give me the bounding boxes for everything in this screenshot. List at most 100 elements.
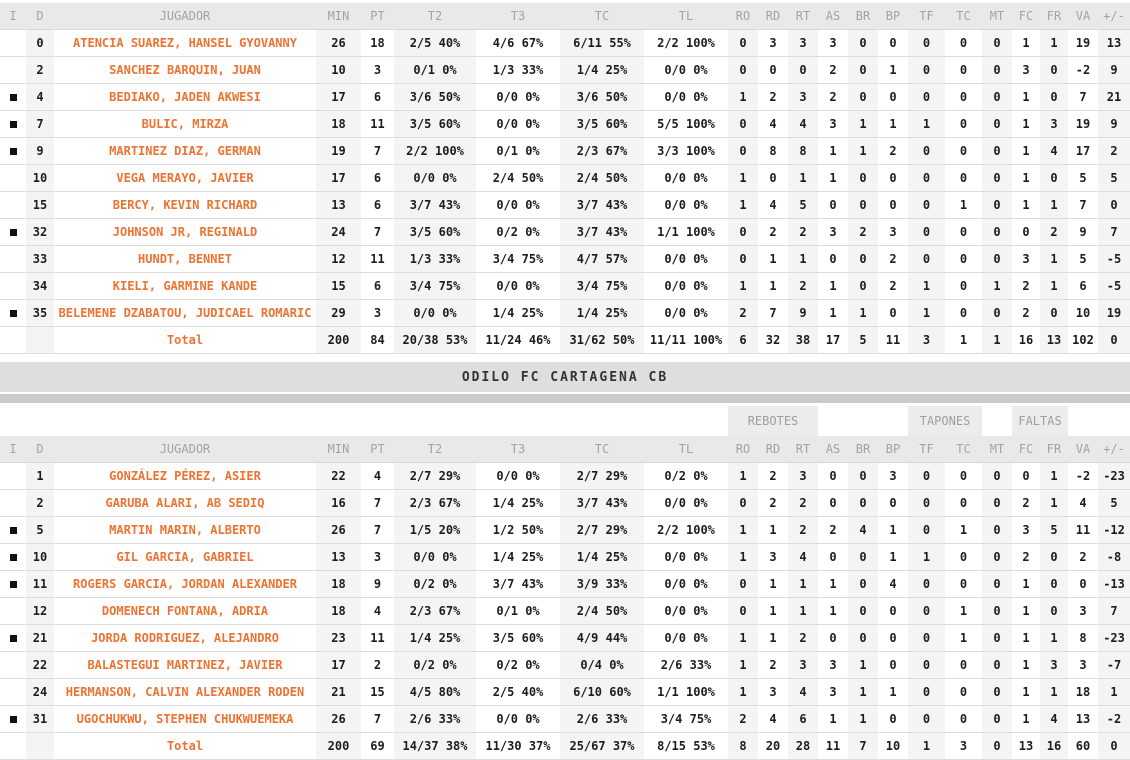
stat-rd: 1 xyxy=(758,516,788,544)
player-name-link[interactable]: MARTINEZ DIAZ, GERMAN xyxy=(54,137,316,165)
player-name-link[interactable]: GIL GARCIA, GABRIEL xyxy=(54,543,316,571)
stat-va: 13 xyxy=(1068,705,1099,733)
stat-plus-minus: 5 xyxy=(1098,489,1130,517)
stat-br: 0 xyxy=(848,191,878,219)
stat-ro: 2 xyxy=(728,299,758,327)
stat-br: 0 xyxy=(848,245,878,273)
player-name-link[interactable]: ATENCIA SUAREZ, HANSEL GYOVANNY xyxy=(54,29,316,57)
stat-rd: 2 xyxy=(758,462,788,490)
player-name-link[interactable]: HERMANSON, CALVIN ALEXANDER RODEN xyxy=(54,678,316,706)
stat-tc: 4/9 44% xyxy=(560,624,644,652)
stat-t3: 11/24 46% xyxy=(476,326,560,354)
stat-tc: 0/4 0% xyxy=(560,651,644,679)
stat-tl: 5/5 100% xyxy=(644,110,728,138)
stat-tc: 6/11 55% xyxy=(560,29,644,57)
stat-br: 0 xyxy=(848,164,878,192)
player-name-link[interactable]: BULIC, MIRZA xyxy=(54,110,316,138)
player-name-link[interactable]: UGOCHUKWU, STEPHEN CHUKWUEMEKA xyxy=(54,705,316,733)
stat-mt: 0 xyxy=(982,29,1012,57)
stat-fc: 16 xyxy=(1012,326,1040,354)
stat-plus-minus: -12 xyxy=(1098,516,1130,544)
player-name-link[interactable]: BELEMENE DZABATOU, JUDICAEL ROMARIC xyxy=(54,299,316,327)
total-row: Total 200 84 20/38 53% 11/24 46% 31/62 50% 11/… xyxy=(0,326,1130,354)
stat-mt: 0 xyxy=(982,489,1013,517)
stat-as: 2 xyxy=(818,56,848,84)
stat-t2: 2/3 67% xyxy=(394,597,476,625)
starter-marker-icon xyxy=(9,310,17,317)
stat-as: 1 xyxy=(818,299,848,327)
player-name-link[interactable]: DOMENECH FONTANA, ADRIA xyxy=(54,597,316,625)
stat-pt: 69 xyxy=(361,732,394,760)
stat-tc: 2/4 50% xyxy=(560,164,644,192)
stat-fc: 2 xyxy=(1012,543,1041,571)
player-dorsal: 15 xyxy=(26,191,54,219)
stat-tc: 3/7 43% xyxy=(560,218,644,246)
stat-t3: 3/4 75% xyxy=(476,245,560,273)
stat-rd: 2 xyxy=(758,218,788,246)
stat-mt: 0 xyxy=(982,191,1012,219)
starter-indicator-cell xyxy=(0,299,26,327)
stat-pt: 3 xyxy=(361,299,394,327)
starter-indicator-cell xyxy=(0,83,26,111)
player-name-link[interactable]: GARUBA ALARI, AB SEDIQ xyxy=(54,489,316,517)
player-name-link[interactable]: JORDA RODRIGUEZ, ALEJANDRO xyxy=(54,624,316,652)
column-header-tl: TL xyxy=(644,436,728,463)
stat-tf: 0 xyxy=(908,651,945,679)
player-name-link[interactable]: GONZÁLEZ PÉREZ, ASIER xyxy=(54,462,316,490)
player-name-link[interactable]: SANCHEZ BARQUIN, JUAN xyxy=(54,56,316,84)
player-name-link[interactable]: VEGA MERAYO, JAVIER xyxy=(54,164,316,192)
stat-rt: 0 xyxy=(788,56,818,84)
stat-tc-against: 0 xyxy=(945,462,983,490)
stat-rt: 6 xyxy=(788,705,818,733)
player-dorsal: 33 xyxy=(26,245,54,273)
stat-mt: 0 xyxy=(982,516,1013,544)
stat-va: 102 xyxy=(1068,326,1098,354)
stat-as: 0 xyxy=(818,245,848,273)
starter-marker-icon xyxy=(9,635,17,642)
player-name-link[interactable]: ROGERS GARCIA, JORDAN ALEXANDER xyxy=(54,570,316,598)
player-name-link[interactable]: JOHNSON JR, REGINALD xyxy=(54,218,316,246)
starter-indicator-cell xyxy=(0,678,26,706)
stat-rd: 20 xyxy=(758,732,788,760)
stat-fc: 0 xyxy=(1012,218,1040,246)
player-name-link[interactable]: BALASTEGUI MARTINEZ, JAVIER xyxy=(54,651,316,679)
stat-bp: 0 xyxy=(878,83,908,111)
stat-va: 10 xyxy=(1068,299,1098,327)
stat-fc: 1 xyxy=(1012,624,1041,652)
stat-t2: 2/6 33% xyxy=(394,705,476,733)
stat-plus-minus: -13 xyxy=(1098,570,1130,598)
stat-pt: 6 xyxy=(361,164,394,192)
stat-tl: 0/0 0% xyxy=(644,489,728,517)
player-name-link[interactable]: BERCY, KEVIN RICHARD xyxy=(54,191,316,219)
player-name-link[interactable]: HUNDT, BENNET xyxy=(54,245,316,273)
stat-tl: 0/0 0% xyxy=(644,245,728,273)
team1-column-header-row: I D JUGADOR MIN PT T2 T3 TC TL RO RD RT AS BR BP TF TC MT… xyxy=(0,3,1130,30)
stat-tc: 2/4 50% xyxy=(560,597,644,625)
stat-t2: 0/0 0% xyxy=(394,543,476,571)
stat-mt: 0 xyxy=(982,218,1012,246)
stat-pt: 7 xyxy=(361,516,394,544)
stat-t2: 2/5 40% xyxy=(394,29,476,57)
column-header-min: MIN xyxy=(316,3,361,30)
stat-tl: 0/2 0% xyxy=(644,462,728,490)
stat-tc-against: 0 xyxy=(945,137,982,165)
player-name-link[interactable]: BEDIAKO, JADEN AKWESI xyxy=(54,83,316,111)
stat-tc-against: 0 xyxy=(945,56,982,84)
stat-bp: 0 xyxy=(878,651,908,679)
player-name-link[interactable]: MARTIN MARIN, ALBERTO xyxy=(54,516,316,544)
stat-br: 1 xyxy=(848,110,878,138)
stat-bp: 2 xyxy=(878,245,908,273)
team1-table-body: 0 ATENCIA SUAREZ, HANSEL GYOVANNY 26 18 2/5 … xyxy=(0,29,1130,354)
stat-tc: 1/4 25% xyxy=(560,56,644,84)
player-dorsal: 10 xyxy=(26,164,54,192)
stat-mt: 0 xyxy=(982,110,1012,138)
column-header-d: D xyxy=(26,436,54,463)
stat-tc: 4/7 57% xyxy=(560,245,644,273)
stat-ro: 1 xyxy=(728,624,758,652)
stat-group-header-row: REBOTES TAPONES FALTAS xyxy=(0,406,1130,436)
column-header-t3: T3 xyxy=(476,436,560,463)
stat-fc: 13 xyxy=(1012,732,1041,760)
stat-plus-minus: 2 xyxy=(1098,137,1130,165)
column-header-bp: BP xyxy=(878,3,908,30)
player-name-link[interactable]: KIELI, GARMINE KANDE xyxy=(54,272,316,300)
